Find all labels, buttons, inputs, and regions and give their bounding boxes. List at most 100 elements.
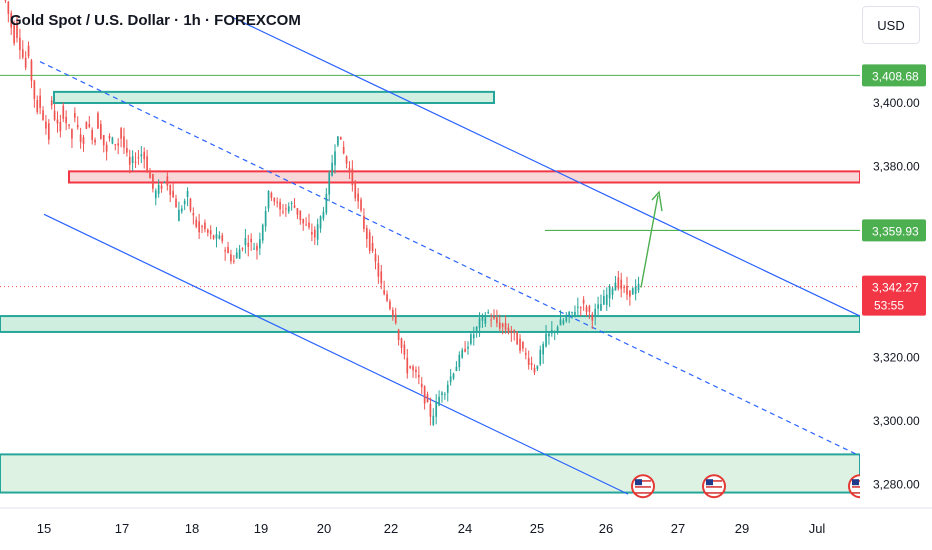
candle-body[interactable] xyxy=(293,205,296,208)
candle-body[interactable] xyxy=(444,393,446,395)
candle-body[interactable] xyxy=(588,306,591,312)
candle-body[interactable] xyxy=(123,136,125,148)
zone-rect[interactable] xyxy=(0,315,861,333)
candle-body[interactable] xyxy=(282,211,284,213)
candle-body[interactable] xyxy=(264,211,267,227)
candle-body[interactable] xyxy=(623,287,625,289)
price-axis[interactable]: 3,400.00 3,380.00 3,320.00 3,300.00 3,280.00… xyxy=(860,0,932,510)
candle-body[interactable] xyxy=(339,136,342,140)
candle-body[interactable] xyxy=(253,248,255,250)
candle-body[interactable] xyxy=(365,228,368,239)
candle-body[interactable] xyxy=(308,222,310,228)
candle-body[interactable] xyxy=(117,143,120,146)
candle-body[interactable] xyxy=(383,290,385,295)
candle-body[interactable] xyxy=(574,312,576,317)
candle-body[interactable] xyxy=(533,367,536,373)
candle-body[interactable] xyxy=(313,229,316,238)
candle-body[interactable] xyxy=(559,319,562,326)
candle-body[interactable] xyxy=(285,208,287,210)
candle-body[interactable] xyxy=(42,110,44,120)
candle-body[interactable] xyxy=(227,247,229,253)
candle-body[interactable] xyxy=(39,95,41,108)
candle-body[interactable] xyxy=(140,154,143,157)
candle-body[interactable] xyxy=(47,123,50,140)
zone-rect[interactable] xyxy=(53,90,495,105)
candle-body[interactable] xyxy=(259,239,261,249)
candle-body[interactable] xyxy=(426,394,429,403)
candle-body[interactable] xyxy=(536,365,539,369)
candle-body[interactable] xyxy=(472,334,475,339)
candle-body[interactable] xyxy=(238,249,241,259)
candle-body[interactable] xyxy=(432,415,435,425)
candle-body[interactable] xyxy=(594,309,597,317)
candle-body[interactable] xyxy=(319,216,322,229)
candle-body[interactable] xyxy=(76,124,79,128)
candle-body[interactable] xyxy=(273,198,276,202)
price-label-box[interactable] xyxy=(862,275,926,316)
candle-body[interactable] xyxy=(334,151,336,166)
candle-body[interactable] xyxy=(394,314,397,324)
candle-body[interactable] xyxy=(403,344,406,355)
candle-body[interactable] xyxy=(516,332,518,345)
candle-body[interactable] xyxy=(316,224,319,240)
candle-body[interactable] xyxy=(206,229,209,233)
candle-body[interactable] xyxy=(611,288,614,295)
candle-body[interactable] xyxy=(114,144,117,146)
candle-body[interactable] xyxy=(600,304,602,311)
candle-body[interactable] xyxy=(597,304,599,309)
candle-body[interactable] xyxy=(470,334,472,344)
candle-body[interactable] xyxy=(328,172,331,195)
candle-body[interactable] xyxy=(160,185,163,189)
us-flag-icon[interactable] xyxy=(631,474,655,499)
candle-body[interactable] xyxy=(180,208,183,212)
candle-body[interactable] xyxy=(186,190,189,198)
candle-body[interactable] xyxy=(458,354,461,368)
zone-rect[interactable] xyxy=(0,453,861,494)
candle-body[interactable] xyxy=(287,206,290,212)
candle-body[interactable] xyxy=(154,190,157,199)
candle-body[interactable] xyxy=(311,232,313,235)
channel-lower-line[interactable] xyxy=(43,213,629,495)
candle-body[interactable] xyxy=(530,363,533,365)
candle-body[interactable] xyxy=(270,192,273,198)
candle-body[interactable] xyxy=(56,119,59,124)
candle-body[interactable] xyxy=(30,60,33,81)
candle-body[interactable] xyxy=(493,315,495,319)
candle-body[interactable] xyxy=(565,316,568,322)
candle-body[interactable] xyxy=(368,232,371,251)
candle-body[interactable] xyxy=(163,181,166,183)
candle-body[interactable] xyxy=(59,121,62,132)
candle-body[interactable] xyxy=(183,200,186,205)
candle-body[interactable] xyxy=(354,181,357,199)
time-axis[interactable]: 15 17 18 19 20 22 24 25 26 27 29 Jul xyxy=(0,507,932,550)
candle-body[interactable] xyxy=(337,136,339,146)
candle-body[interactable] xyxy=(629,290,631,297)
candle-body[interactable] xyxy=(62,105,65,119)
candle-body[interactable] xyxy=(218,235,221,239)
candle-body[interactable] xyxy=(209,230,212,235)
candle-body[interactable] xyxy=(342,146,345,154)
candle-body[interactable] xyxy=(391,309,394,317)
candle-body[interactable] xyxy=(102,135,105,146)
candle-body[interactable] xyxy=(79,134,82,143)
candle-body[interactable] xyxy=(299,210,302,220)
candle-body[interactable] xyxy=(235,252,238,258)
candle-body[interactable] xyxy=(68,124,70,126)
candle-body[interactable] xyxy=(241,248,244,250)
candle-body[interactable] xyxy=(539,349,542,365)
candle-body[interactable] xyxy=(108,135,111,139)
candle-body[interactable] xyxy=(53,110,56,120)
candle-body[interactable] xyxy=(519,338,521,351)
candle-body[interactable] xyxy=(423,386,426,404)
candle-body[interactable] xyxy=(13,25,15,44)
candle-body[interactable] xyxy=(400,338,403,348)
candle-body[interactable] xyxy=(585,306,588,313)
candle-body[interactable] xyxy=(73,112,76,118)
candle-body[interactable] xyxy=(545,333,547,347)
candle-body[interactable] xyxy=(634,286,637,294)
candle-body[interactable] xyxy=(461,349,464,358)
candle-body[interactable] xyxy=(579,307,582,309)
candle-body[interactable] xyxy=(230,254,232,262)
candle-body[interactable] xyxy=(279,201,281,210)
candle-body[interactable] xyxy=(357,193,359,202)
